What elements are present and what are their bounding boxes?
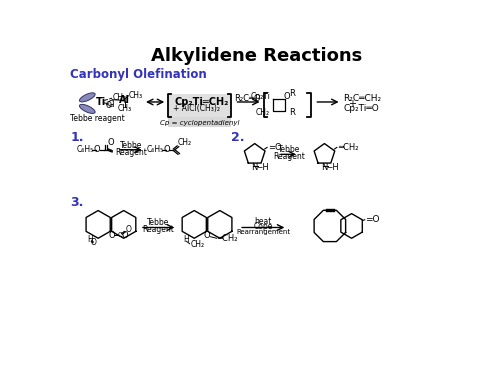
Text: R: R [290, 108, 296, 117]
Text: Cope: Cope [254, 222, 273, 231]
Text: Reagent: Reagent [273, 152, 304, 161]
Text: ═CH₂: ═CH₂ [338, 143, 359, 152]
FancyBboxPatch shape [168, 117, 232, 127]
Text: R₂C═O: R₂C═O [234, 94, 261, 104]
Text: CH₃: CH₃ [118, 104, 132, 112]
Text: heat: heat [254, 217, 272, 226]
Text: R: R [290, 89, 296, 98]
Text: H: H [184, 235, 190, 244]
Text: CH₂: CH₂ [256, 108, 270, 117]
Text: =O: =O [366, 215, 380, 224]
Text: N─H: N─H [322, 163, 339, 172]
Text: Cp₂Ti: Cp₂Ti [250, 92, 270, 101]
Text: Al: Al [119, 96, 130, 105]
Text: O: O [204, 231, 210, 240]
Text: CH₃: CH₃ [128, 90, 142, 99]
Text: C₆H₅: C₆H₅ [76, 145, 94, 154]
Text: Cp₂Ti═CH₂: Cp₂Ti═CH₂ [175, 97, 229, 107]
Text: ═CH₂: ═CH₂ [218, 234, 238, 243]
Text: R₂C═CH₂: R₂C═CH₂ [343, 94, 381, 103]
Text: O: O [126, 225, 132, 234]
Text: Cp₂Ti═O: Cp₂Ti═O [343, 104, 379, 113]
Text: Cp = cyclopentadienyl: Cp = cyclopentadienyl [160, 120, 240, 126]
Text: Carbonyl Olefination: Carbonyl Olefination [70, 68, 207, 81]
Text: Tebbe: Tebbe [148, 218, 170, 227]
Text: 1.: 1. [70, 131, 84, 144]
Text: H: H [88, 235, 94, 244]
Text: Reagent: Reagent [142, 225, 174, 234]
Text: O: O [106, 100, 112, 109]
Text: Rearrangement: Rearrangement [236, 229, 290, 235]
Text: Tebbe reagent: Tebbe reagent [70, 114, 125, 123]
Text: +: + [348, 99, 356, 109]
Text: O: O [90, 238, 96, 248]
Text: O: O [108, 138, 114, 147]
Text: O: O [108, 231, 114, 240]
FancyBboxPatch shape [168, 94, 232, 117]
Text: Ti: Ti [96, 97, 106, 107]
Text: Reagent: Reagent [115, 148, 146, 157]
Text: O: O [94, 145, 100, 154]
Text: C₆H₅: C₆H₅ [146, 145, 164, 154]
Ellipse shape [80, 93, 95, 102]
Text: C: C [118, 232, 122, 238]
Text: O: O [163, 145, 170, 154]
Text: N─H: N─H [252, 163, 270, 172]
Text: CH₂: CH₂ [113, 93, 127, 102]
Text: O: O [121, 231, 128, 240]
Text: O: O [284, 92, 290, 101]
Text: CH₂: CH₂ [190, 240, 204, 249]
Text: Tebbe: Tebbe [278, 145, 300, 154]
Text: Cl: Cl [108, 100, 115, 109]
Text: + AlCl(CH₃)₂: + AlCl(CH₃)₂ [174, 104, 220, 113]
Text: 2.: 2. [232, 131, 245, 144]
Text: 3.: 3. [70, 196, 84, 209]
Text: =O: =O [268, 143, 281, 152]
Ellipse shape [80, 104, 95, 114]
Text: Tebbe: Tebbe [120, 141, 142, 150]
Text: Alkylidene Reactions: Alkylidene Reactions [150, 47, 362, 65]
Text: CH₂: CH₂ [177, 138, 192, 147]
